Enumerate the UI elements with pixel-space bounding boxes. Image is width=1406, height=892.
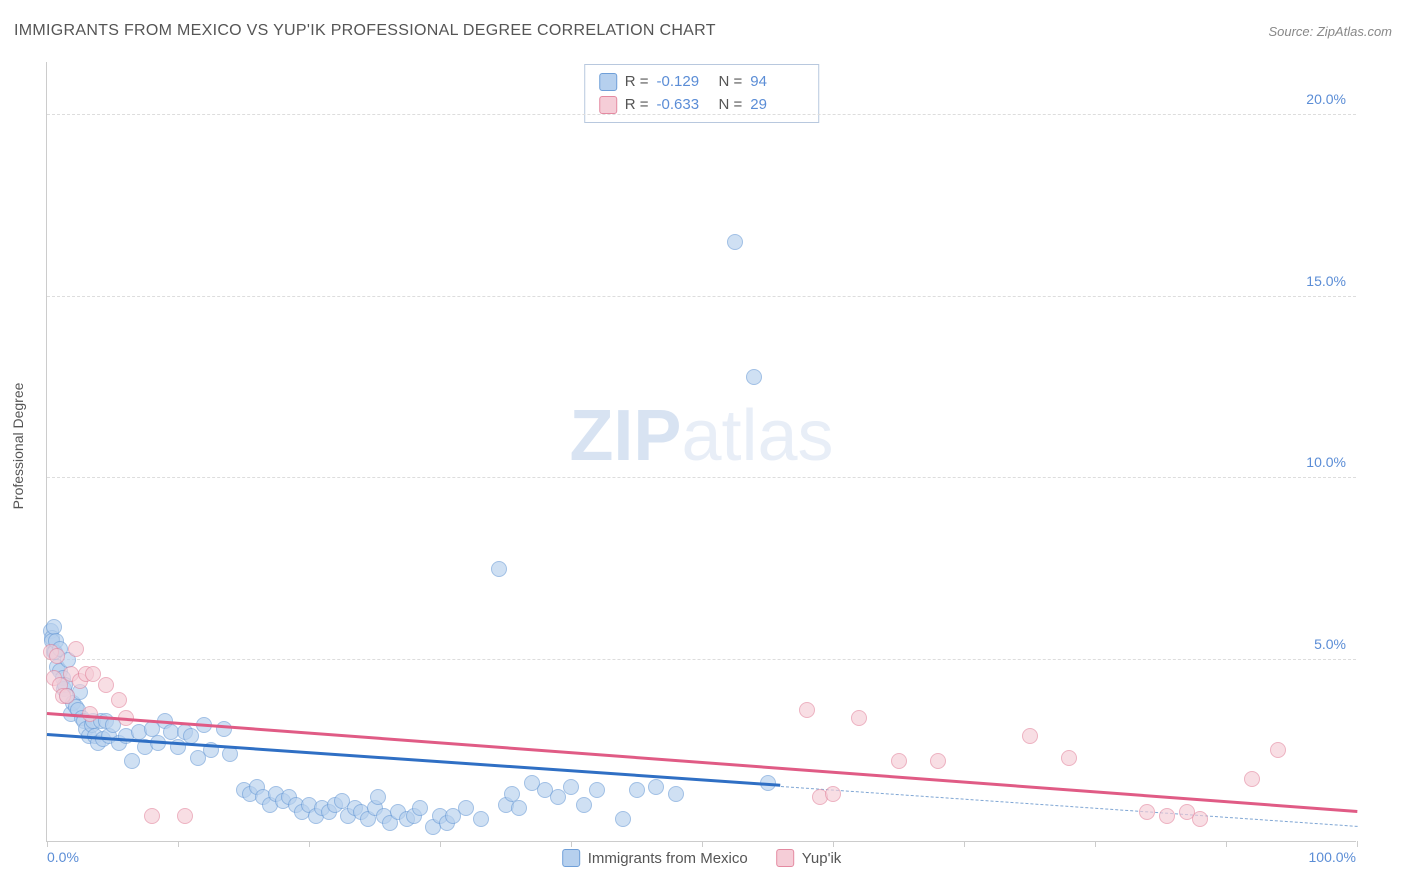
data-point (1270, 742, 1286, 758)
series-legend: Immigrants from Mexico Yup'ik (562, 849, 842, 867)
series-legend-item: Immigrants from Mexico (562, 849, 748, 867)
data-point (412, 800, 428, 816)
data-point (550, 789, 566, 805)
source-label: Source: ZipAtlas.com (1268, 24, 1392, 39)
data-point (1192, 811, 1208, 827)
data-point (46, 619, 62, 635)
y-tick-label: 5.0% (1314, 636, 1346, 652)
data-point (144, 808, 160, 824)
n-label: N = (719, 71, 743, 94)
stats-legend-row: R = -0.129 N = 94 (599, 71, 805, 94)
data-point (615, 811, 631, 827)
data-point (727, 234, 743, 250)
data-point (177, 808, 193, 824)
data-point (216, 721, 232, 737)
data-point (668, 786, 684, 802)
y-tick-label: 20.0% (1306, 91, 1346, 107)
data-point (59, 688, 75, 704)
watermark-bold: ZIP (569, 396, 681, 476)
data-point (511, 800, 527, 816)
n-value: 94 (750, 71, 804, 94)
watermark: ZIPatlas (569, 395, 833, 477)
series-legend-label: Yup'ik (802, 850, 842, 867)
r-value: -0.633 (657, 94, 711, 117)
y-tick-label: 10.0% (1306, 454, 1346, 470)
data-point (68, 641, 84, 657)
data-point (648, 779, 664, 795)
data-point (825, 786, 841, 802)
x-tick (47, 841, 48, 847)
stats-legend-row: R = -0.633 N = 29 (599, 94, 805, 117)
series-legend-label: Immigrants from Mexico (588, 850, 748, 867)
x-tick (178, 841, 179, 847)
data-point (1139, 804, 1155, 820)
x-axis-label: 0.0% (47, 849, 79, 865)
legend-swatch (562, 849, 580, 867)
data-point (746, 369, 762, 385)
data-point (563, 779, 579, 795)
series-legend-item: Yup'ik (776, 849, 842, 867)
x-tick (571, 841, 572, 847)
gridline (47, 296, 1356, 297)
data-point (1061, 750, 1077, 766)
data-point (124, 753, 140, 769)
gridline (47, 477, 1356, 478)
data-point (851, 710, 867, 726)
data-point (576, 797, 592, 813)
r-label: R = (625, 94, 649, 117)
legend-swatch (599, 73, 617, 91)
data-point (1159, 808, 1175, 824)
r-label: R = (625, 71, 649, 94)
x-tick (1357, 841, 1358, 847)
legend-swatch (599, 96, 617, 114)
x-tick (833, 841, 834, 847)
data-point (49, 648, 65, 664)
data-point (111, 692, 127, 708)
data-point (473, 811, 489, 827)
x-axis-label: 100.0% (1309, 849, 1356, 865)
data-point (183, 728, 199, 744)
data-point (370, 789, 386, 805)
x-tick (702, 841, 703, 847)
x-tick (1095, 841, 1096, 847)
legend-swatch (776, 849, 794, 867)
data-point (930, 753, 946, 769)
data-point (589, 782, 605, 798)
r-value: -0.129 (657, 71, 711, 94)
data-point (1022, 728, 1038, 744)
x-tick (1226, 841, 1227, 847)
n-label: N = (719, 94, 743, 117)
chart-title: IMMIGRANTS FROM MEXICO VS YUP'IK PROFESS… (14, 22, 716, 40)
data-point (891, 753, 907, 769)
data-point (799, 702, 815, 718)
data-point (98, 677, 114, 693)
x-tick (309, 841, 310, 847)
y-tick-label: 15.0% (1306, 273, 1346, 289)
plot-area: ZIPatlas R =-0.129N =94R =-0.633N =29 Im… (46, 62, 1356, 842)
data-point (1244, 771, 1260, 787)
gridline (47, 114, 1356, 115)
gridline (47, 659, 1356, 660)
data-point (491, 561, 507, 577)
x-tick (440, 841, 441, 847)
watermark-light: atlas (681, 396, 833, 476)
data-point (629, 782, 645, 798)
x-tick (964, 841, 965, 847)
n-value: 29 (750, 94, 804, 117)
data-point (458, 800, 474, 816)
y-axis-title: Professional Degree (10, 383, 26, 510)
